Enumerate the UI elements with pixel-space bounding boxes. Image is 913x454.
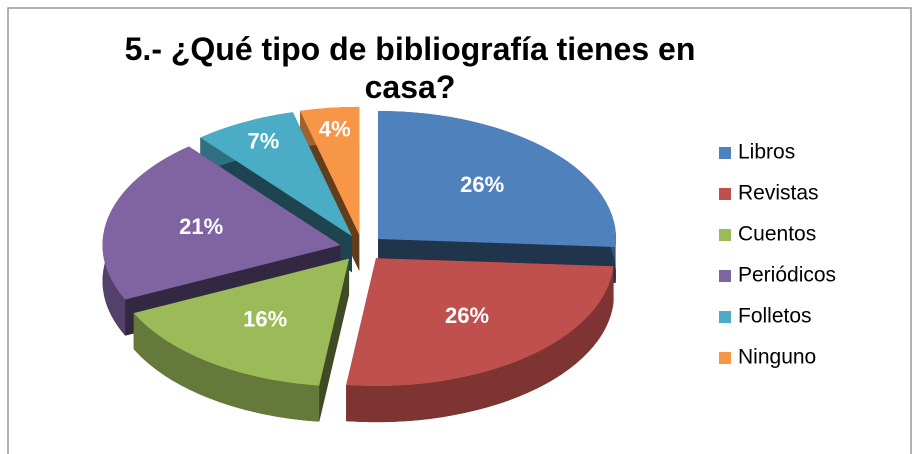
legend-label: Ninguno bbox=[738, 346, 816, 369]
slice-wall bbox=[346, 266, 614, 423]
legend-swatch bbox=[719, 311, 731, 323]
legend-label: Folletos bbox=[738, 305, 812, 328]
data-label: 7% bbox=[248, 129, 280, 154]
data-label: 21% bbox=[179, 214, 223, 239]
legend-label: Cuentos bbox=[738, 223, 816, 246]
data-label: 26% bbox=[460, 172, 504, 197]
legend-swatch bbox=[719, 147, 731, 159]
slice bbox=[200, 112, 353, 237]
slice bbox=[378, 110, 617, 248]
legend-label: Revistas bbox=[738, 182, 819, 205]
slice bbox=[300, 106, 360, 235]
legend-label: Periódicos bbox=[738, 264, 836, 287]
slice-wall bbox=[133, 313, 320, 422]
data-label: 26% bbox=[445, 303, 489, 328]
legend-swatch bbox=[719, 352, 731, 364]
legend-swatch bbox=[719, 270, 731, 282]
slice bbox=[346, 258, 614, 387]
data-label: 16% bbox=[243, 307, 287, 332]
legend-swatch bbox=[719, 229, 731, 241]
slice bbox=[133, 258, 350, 386]
data-label: 4% bbox=[319, 117, 351, 142]
chart-title: 5.- ¿Qué tipo de bibliografía tienes en … bbox=[124, 31, 696, 105]
slice-side bbox=[319, 258, 350, 422]
legend-swatch bbox=[719, 188, 731, 200]
legend-label: Libros bbox=[738, 141, 795, 164]
slice bbox=[102, 146, 341, 300]
